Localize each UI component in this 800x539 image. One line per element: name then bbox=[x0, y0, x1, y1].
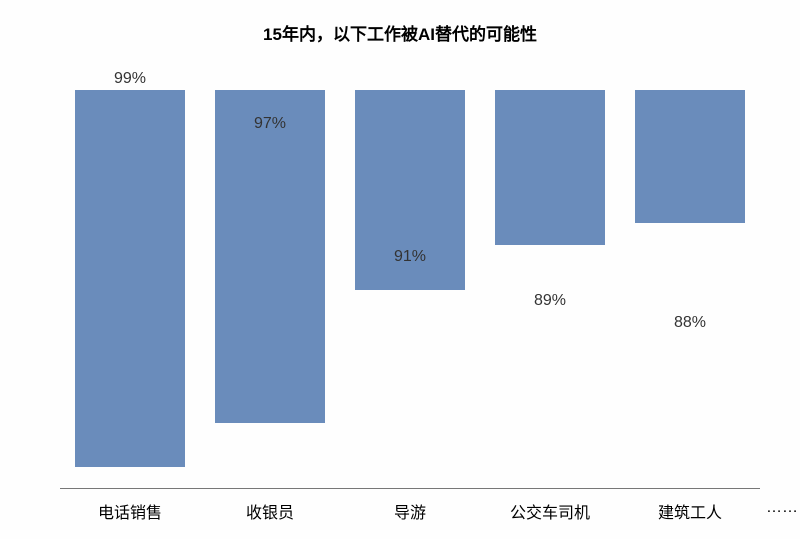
bar-slot: 88% bbox=[620, 90, 760, 489]
bar bbox=[495, 90, 604, 245]
bar-slot: 91% bbox=[340, 90, 480, 489]
chart-title: 15年内，以下工作被AI替代的可能性 bbox=[0, 20, 800, 45]
bar-slot: 99% bbox=[60, 90, 200, 489]
bar-slot: 89% bbox=[480, 90, 620, 489]
bar bbox=[635, 90, 744, 223]
chart-container: 15年内，以下工作被AI替代的可能性 99%97%91%89%88% 电话销售收… bbox=[0, 0, 800, 539]
bar-slot: 97% bbox=[200, 90, 340, 489]
bar-value-label: 91% bbox=[340, 248, 480, 266]
bar-value-label: 89% bbox=[480, 292, 620, 310]
x-axis-label: 电话销售 bbox=[60, 489, 200, 539]
plot-area: 99%97% 91% 89%88% bbox=[60, 90, 760, 489]
x-axis-label: 公交车司机 bbox=[480, 489, 620, 539]
bar bbox=[75, 90, 184, 467]
x-axis-trailing-label: …… bbox=[766, 489, 800, 539]
bar bbox=[215, 90, 324, 423]
x-axis-label: 收银员 bbox=[200, 489, 340, 539]
bar-value-label: 97% bbox=[200, 115, 340, 133]
x-axis-labels: 电话销售收银员导游公交车司机建筑工人 bbox=[60, 489, 760, 539]
x-axis-label: 建筑工人 bbox=[620, 489, 760, 539]
bar-value-label: 99% bbox=[60, 70, 200, 88]
bar-value-label: 88% bbox=[620, 314, 760, 332]
x-axis-label: 导游 bbox=[340, 489, 480, 539]
